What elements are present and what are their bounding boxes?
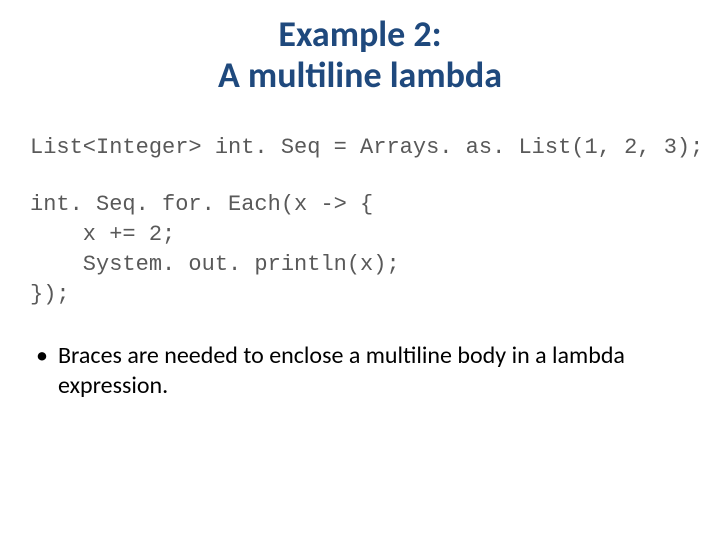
bullet-item: • Braces are needed to enclose a multili… xyxy=(30,341,690,401)
title-line-2: A multiline lambda xyxy=(30,55,690,96)
code-block-2: int. Seq. for. Each(x -> { x += 2; Syste… xyxy=(30,190,690,309)
bullet-marker: • xyxy=(30,341,58,371)
slide: Example 2: A multiline lambda List<Integ… xyxy=(0,0,720,540)
bullet-text: Braces are needed to enclose a multiline… xyxy=(58,341,690,401)
code-block-1: List<Integer> int. Seq = Arrays. as. Lis… xyxy=(30,133,690,163)
title-line-1: Example 2: xyxy=(30,14,690,55)
slide-title: Example 2: A multiline lambda xyxy=(30,14,690,97)
